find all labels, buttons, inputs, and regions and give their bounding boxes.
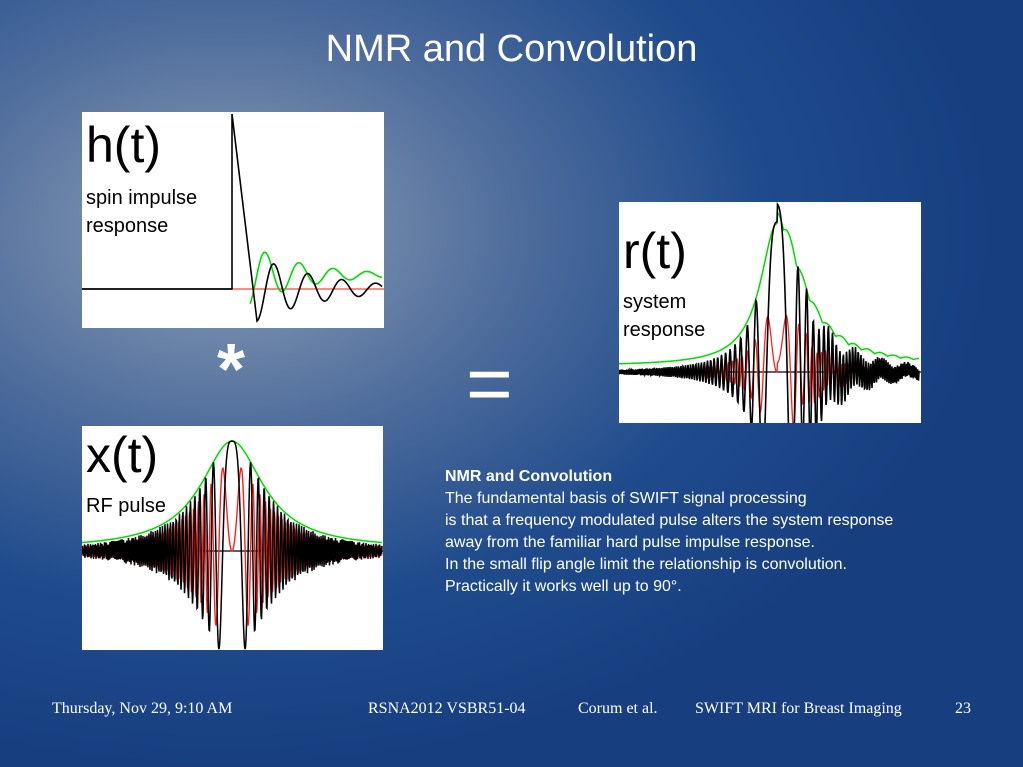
trace-green xyxy=(619,211,919,365)
rf-pulse-plot xyxy=(82,440,383,650)
impulse-response-panel: h(t) spin impulse response xyxy=(82,112,384,328)
system-response-panel: r(t) system response xyxy=(619,202,921,423)
h-symbol: h(t) xyxy=(86,117,161,173)
x-symbol: x(t) xyxy=(86,427,159,483)
r-label-line1: system xyxy=(623,291,687,313)
description-line: In the small flip angle limit the relati… xyxy=(445,556,847,573)
h-label-line1: spin impulse xyxy=(86,187,198,209)
system-response-plot xyxy=(619,202,921,423)
convolution-operator: * xyxy=(217,330,246,410)
x-label-line1: RF pulse xyxy=(86,495,167,517)
description-heading: NMR and Convolution xyxy=(445,468,613,485)
r-label-line2: response xyxy=(623,319,706,341)
rf-pulse-panel: x(t) RF pulse xyxy=(82,426,383,650)
description-line: Practically it works well up to 90°. xyxy=(445,578,682,595)
description-line: is that a frequency modulated pulse alte… xyxy=(445,512,894,529)
trace-black xyxy=(82,440,383,650)
h-label-line2: response xyxy=(86,215,169,237)
r-symbol: r(t) xyxy=(623,223,687,279)
footer-page-number: 23 xyxy=(955,700,971,717)
trace-black xyxy=(82,113,383,323)
description-line: away from the familiar hard pulse impuls… xyxy=(445,534,815,551)
trace-green xyxy=(249,251,383,304)
slide-title: NMR and Convolution xyxy=(325,28,698,70)
trace-black xyxy=(619,202,920,423)
footer-authors: Corum et al. xyxy=(578,700,658,717)
impulse-response-plot xyxy=(82,113,384,323)
footer-talk: SWIFT MRI for Breast Imaging xyxy=(695,700,902,717)
footer-session: RSNA2012 VSBR51-04 xyxy=(368,700,526,717)
footer-date: Thursday, Nov 29, 9:10 AM xyxy=(52,700,233,717)
description: NMR and Convolution The fundamental basi… xyxy=(445,466,893,598)
description-line: The fundamental basis of SWIFT signal pr… xyxy=(445,490,807,507)
equals-operator: = xyxy=(466,339,513,428)
